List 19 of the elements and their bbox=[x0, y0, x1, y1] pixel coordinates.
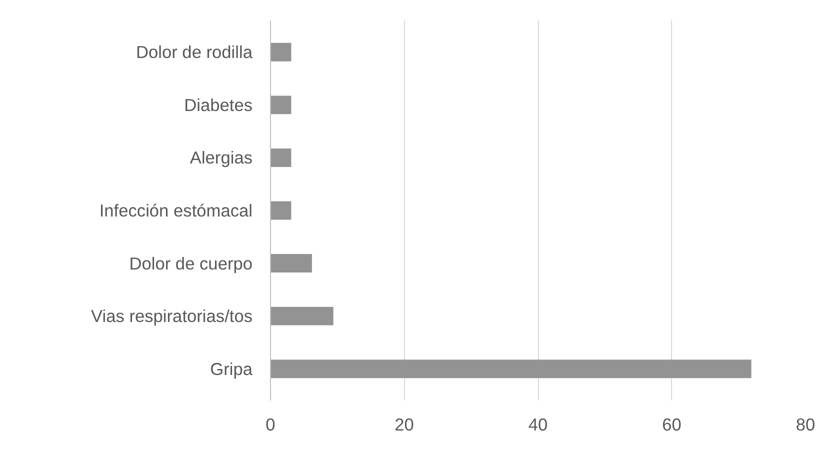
bar bbox=[270, 42, 292, 62]
x-tick-label: 0 bbox=[266, 414, 276, 434]
y-tick-label: Diabetes bbox=[184, 94, 253, 115]
y-tick-label: Vias respiratorias/tos bbox=[91, 306, 253, 326]
y-tick-label: Infección estómacal bbox=[99, 200, 253, 220]
x-tick-label: 20 bbox=[394, 414, 414, 434]
y-tick-label: Dolor de rodilla bbox=[136, 42, 253, 62]
bar bbox=[270, 96, 292, 114]
bar bbox=[270, 201, 292, 220]
y-tick-label: Dolor de cuerpo bbox=[129, 253, 253, 274]
bar bbox=[270, 360, 752, 378]
y-tick-label: Alergias bbox=[190, 148, 253, 168]
y-tick-label: Gripa bbox=[210, 358, 253, 379]
bar bbox=[270, 254, 312, 273]
x-tick-label: 80 bbox=[796, 414, 816, 434]
x-tick-label: 60 bbox=[662, 414, 682, 434]
bar bbox=[270, 306, 334, 326]
bar bbox=[270, 148, 292, 167]
x-tick-label: 40 bbox=[528, 414, 548, 434]
